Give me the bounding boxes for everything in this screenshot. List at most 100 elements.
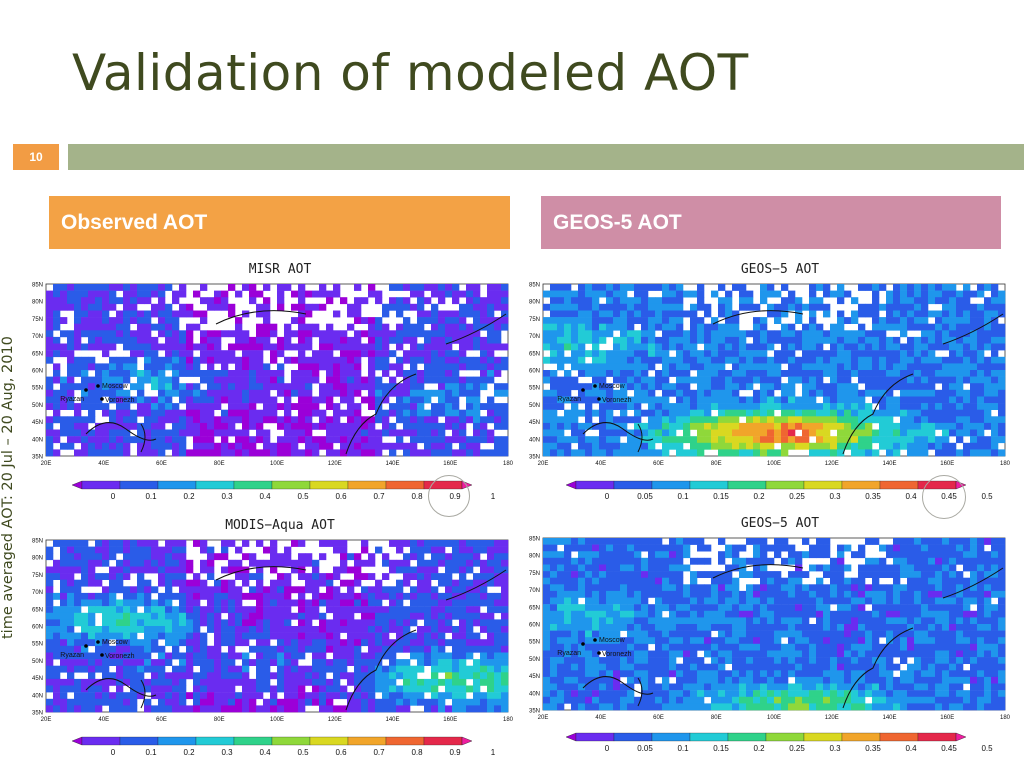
- city-marker: [597, 397, 601, 401]
- colorbar-tick-label: 0.3: [829, 744, 841, 753]
- lat-tick-label: 45N: [529, 674, 540, 680]
- colorbar-tick-label: 0.4: [905, 744, 917, 753]
- colorbar-tick-label: 0: [110, 748, 116, 757]
- lat-tick-label: 80N: [529, 554, 540, 560]
- lat-tick-label: 75N: [32, 317, 43, 323]
- colorbar-tick-label: 0.4: [259, 748, 271, 757]
- lat-tick-label: 40N: [32, 437, 43, 443]
- lon-tick-label: 180: [503, 461, 514, 467]
- lat-tick-label: 55N: [529, 640, 540, 646]
- highlight-circle: [428, 475, 470, 517]
- lat-tick-label: 75N: [529, 317, 540, 323]
- lat-tick-label: 80N: [32, 300, 43, 306]
- lat-tick-label: 55N: [32, 642, 43, 648]
- geos-header: GEOS-5 AOT: [541, 196, 1001, 249]
- colorbar-tick-label: 0: [110, 492, 116, 501]
- colorbar-tick-label: 0.3: [829, 492, 841, 501]
- city-label: Moscow: [102, 639, 129, 646]
- lat-tick-label: 35N: [32, 455, 43, 461]
- city-marker: [593, 384, 597, 388]
- lon-tick-label: 100E: [767, 461, 781, 467]
- city-label: Voronezh: [602, 651, 632, 658]
- lon-tick-label: 20E: [538, 715, 549, 721]
- highlight-circle: [922, 475, 966, 519]
- city-marker: [96, 384, 100, 388]
- lon-tick-label: 180: [1000, 715, 1011, 721]
- colorbar-tick-label: 0.9: [449, 748, 461, 757]
- colorbar-tick-label: 0.5: [297, 492, 309, 501]
- slide-number: 10: [13, 144, 59, 170]
- lat-tick-label: 75N: [529, 571, 540, 577]
- lon-tick-label: 60E: [156, 717, 167, 723]
- colorbar-tick-label: 0.35: [865, 744, 881, 753]
- city-marker: [100, 653, 104, 657]
- colorbar-tick-label: 0.8: [411, 492, 423, 501]
- colorbar-tick-label: 0: [604, 492, 610, 501]
- slide-title: Validation of modeled AOT: [72, 44, 749, 102]
- colorbar-tick-label: 0.25: [789, 492, 805, 501]
- lon-tick-label: 40E: [595, 715, 606, 721]
- city-label: Ryazan: [557, 650, 581, 657]
- lat-tick-label: 55N: [32, 386, 43, 392]
- lat-tick-label: 60N: [529, 369, 540, 375]
- colorbar-tick-label: 0: [604, 744, 610, 753]
- colorbar-ramp: [565, 732, 967, 742]
- lat-tick-label: 45N: [32, 676, 43, 682]
- lat-tick-label: 50N: [529, 657, 540, 663]
- lon-tick-label: 160E: [940, 715, 954, 721]
- lon-tick-label: 80E: [711, 461, 722, 467]
- lat-tick-label: 65N: [32, 607, 43, 613]
- colorbar-tick-label: 0.05: [637, 492, 653, 501]
- lat-tick-label: 45N: [529, 420, 540, 426]
- lat-tick-label: 50N: [529, 403, 540, 409]
- lat-tick-label: 65N: [32, 351, 43, 357]
- lon-tick-label: 40E: [98, 717, 109, 723]
- city-label: Moscow: [102, 383, 129, 390]
- lat-tick-label: 70N: [529, 588, 540, 594]
- colorbar-tick-label: 0.7: [373, 492, 385, 501]
- colorbar-tick-label: 0.2: [183, 492, 195, 501]
- city-marker: [84, 388, 88, 392]
- city-label: Moscow: [599, 383, 626, 390]
- lon-tick-label: 120E: [328, 717, 342, 723]
- lon-tick-label: 80E: [214, 461, 225, 467]
- lon-tick-label: 60E: [653, 461, 664, 467]
- city-marker: [96, 640, 100, 644]
- lon-tick-label: 140E: [385, 717, 399, 723]
- city-label: Ryazan: [60, 652, 84, 659]
- lat-tick-label: 85N: [32, 283, 43, 289]
- colorbar-tick-label: 0.1: [677, 492, 689, 501]
- city-marker: [581, 388, 585, 392]
- city-label: Ryazan: [60, 396, 84, 403]
- lat-tick-label: 70N: [32, 590, 43, 596]
- lon-tick-label: 120E: [825, 461, 839, 467]
- panel-title: MISR AOT: [248, 262, 312, 277]
- lon-tick-label: 60E: [156, 461, 167, 467]
- lon-tick-label: 160E: [443, 461, 457, 467]
- colorbar-ramp: [565, 480, 967, 490]
- lat-tick-label: 50N: [32, 659, 43, 665]
- lon-tick-label: 20E: [41, 461, 52, 467]
- lat-tick-label: 75N: [32, 573, 43, 579]
- lon-tick-label: 120E: [328, 461, 342, 467]
- colorbar-tick-label: 0.45: [941, 744, 957, 753]
- city-marker: [597, 651, 601, 655]
- colorbar-tick-label: 0.05: [637, 744, 653, 753]
- city-marker: [84, 644, 88, 648]
- lon-tick-label: 180: [503, 717, 514, 723]
- colorbar-tick-label: 1: [490, 748, 496, 757]
- lat-tick-label: 55N: [529, 386, 540, 392]
- colorbar-tick-label: 0.8: [411, 748, 423, 757]
- city-marker: [100, 397, 104, 401]
- lat-tick-label: 35N: [529, 709, 540, 715]
- panel-title: MODIS−Aqua AOT: [225, 518, 335, 533]
- lon-tick-label: 20E: [41, 717, 52, 723]
- lon-tick-label: 160E: [443, 717, 457, 723]
- colorbar-tick-label: 0.5: [297, 748, 309, 757]
- colorbar-ramp: [71, 480, 473, 490]
- lat-tick-label: 60N: [529, 623, 540, 629]
